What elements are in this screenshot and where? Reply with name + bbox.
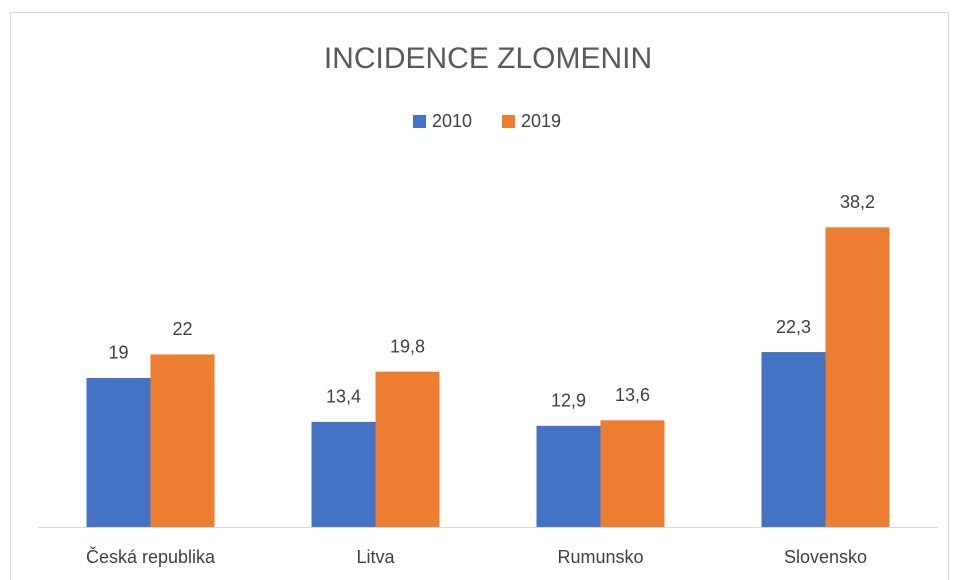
- bar: [150, 354, 215, 527]
- bar: [600, 420, 665, 527]
- bar: [375, 371, 440, 527]
- x-tick-label: Slovensko: [784, 547, 867, 567]
- data-label: 19: [108, 343, 128, 363]
- data-label: 12,9: [551, 391, 586, 411]
- bar: [825, 227, 890, 527]
- legend-label: 2019: [521, 111, 561, 131]
- data-label: 22: [172, 319, 192, 339]
- chart-title: INCIDENCE ZLOMENIN: [324, 42, 652, 75]
- x-tick-label: Litva: [356, 547, 395, 567]
- x-tick-label: Rumunsko: [557, 547, 643, 567]
- legend-label: 2010: [432, 111, 472, 131]
- bar: [536, 425, 601, 527]
- legend-swatch: [502, 115, 515, 128]
- data-label: 13,6: [615, 385, 650, 405]
- bar: [311, 421, 376, 527]
- bar: [761, 352, 826, 527]
- data-label: 13,4: [326, 387, 361, 407]
- data-label: 38,2: [840, 192, 875, 212]
- data-label: 22,3: [776, 317, 811, 337]
- legend-swatch: [413, 115, 426, 128]
- x-tick-label: Česká republika: [86, 546, 216, 567]
- bar: [86, 377, 151, 527]
- data-label: 19,8: [390, 336, 425, 356]
